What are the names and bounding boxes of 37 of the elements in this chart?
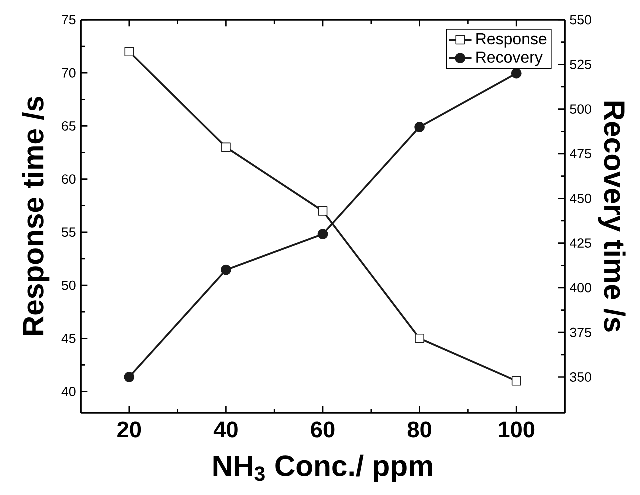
point (124, 372, 135, 382)
point (415, 334, 424, 344)
y-tick-label: 40 (62, 387, 76, 396)
y-axis-title: Response time /s (22, 97, 50, 336)
x-tick-label: 20 (118, 422, 142, 438)
point (124, 47, 134, 57)
y-tick-label: 65 (62, 121, 76, 131)
y2-tick-label: 375 (570, 328, 592, 338)
y-tick-label: 55 (62, 228, 76, 238)
x-axis-title: NH$_{3}$ Conc./ ppm (214, 454, 432, 482)
x-tick-label: 60 (311, 422, 335, 438)
point (221, 264, 232, 276)
y2-tick-label: 450 (570, 194, 592, 204)
y2-tick-label: 550 (570, 15, 592, 25)
point (222, 142, 231, 152)
point (318, 229, 328, 240)
y-tick-label: 45 (62, 334, 76, 344)
y2-tick-label: 525 (570, 60, 592, 70)
y2-tick-label: 350 (570, 372, 592, 382)
y-tick-label: 50 (62, 280, 76, 290)
x-tick-label: 100 (499, 422, 535, 438)
y-tick-label: 70 (62, 68, 76, 78)
y2-tick-label: 475 (570, 149, 592, 159)
legend-label: Response (476, 34, 547, 48)
point (318, 206, 328, 216)
point (414, 122, 426, 132)
y-tick-label: 60 (62, 174, 76, 184)
y2-tick-label: 500 (570, 104, 592, 114)
y-tick-label: 75 (62, 15, 76, 25)
point (512, 376, 522, 386)
x-tick-label: 40 (214, 422, 238, 438)
legend-label: Recovery (476, 52, 543, 66)
y2-axis-title: Recovery time /s (598, 102, 626, 332)
x-tick-label: 80 (408, 422, 432, 438)
y2-tick-label: 425 (570, 238, 592, 248)
point (511, 68, 522, 79)
y2-tick-label: 400 (570, 283, 592, 293)
